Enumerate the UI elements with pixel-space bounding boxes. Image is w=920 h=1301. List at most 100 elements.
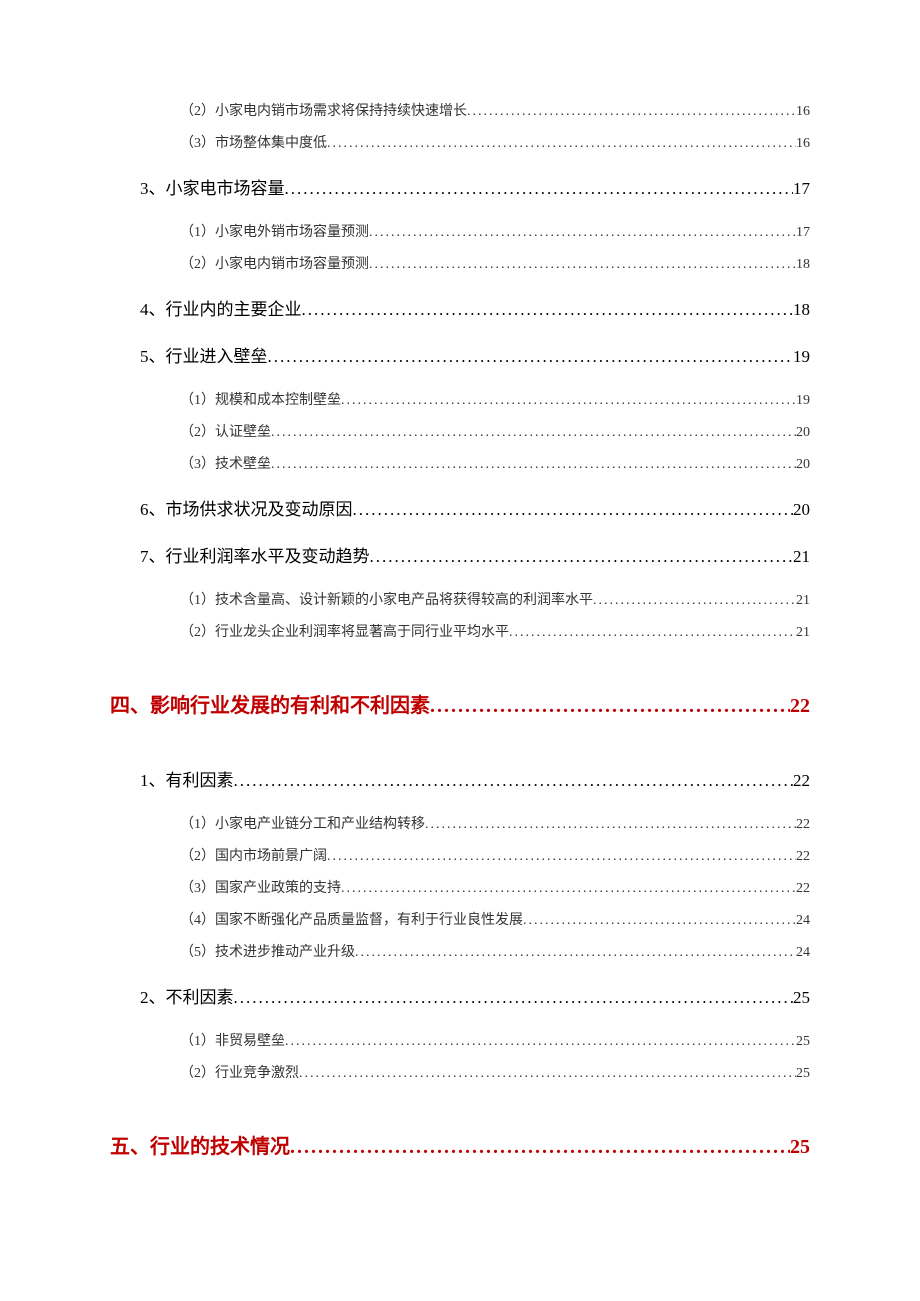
toc-leader-dots [523,913,796,929]
toc-label: 7、行业利润率水平及变动趋势 [140,542,370,567]
toc-label: （2）小家电内销市场需求将保持持续快速增长 [180,100,467,120]
toc-leader-dots [302,300,794,320]
toc-page-number: 25 [790,1136,810,1159]
toc-page-number: 17 [796,225,810,241]
toc-entry: 2、不利因素 25 [140,983,810,1008]
toc-label: （3）国家产业政策的支持 [180,877,341,897]
toc-leader-dots [467,104,796,120]
toc-page-number: 22 [796,881,810,897]
toc-label: 1、有利因素 [140,766,234,791]
toc-label: （1）非贸易壁垒 [180,1030,285,1050]
toc-entry: 7、行业利润率水平及变动趋势 21 [140,542,810,567]
toc-label: （2）行业竞争激烈 [180,1062,299,1082]
toc-page-number: 25 [793,988,810,1008]
toc-page-number: 21 [793,547,810,567]
toc-leader-dots [430,695,790,718]
toc-entry: （2）行业竞争激烈 25 [180,1062,810,1082]
toc-label: 6、市场供求状况及变动原因 [140,495,353,520]
table-of-contents: （2）小家电内销市场需求将保持持续快速增长 16 （3）市场整体集中度低 16 3、小家… [110,100,810,1159]
toc-page-number: 22 [796,817,810,833]
toc-entry: （4）国家不断强化产品质量监督，有利于行业良性发展 24 [180,909,810,929]
toc-entry: （2）小家电内销市场需求将保持持续快速增长 16 [180,100,810,120]
toc-entry: 3、小家电市场容量 17 [140,174,810,199]
toc-page-number: 20 [793,500,810,520]
toc-leader-dots [509,625,796,641]
toc-leader-dots [425,817,796,833]
toc-leader-dots [370,547,794,567]
toc-label: （1）技术含量高、设计新颖的小家电产品将获得较高的利润率水平 [180,589,593,609]
toc-page-number: 16 [796,104,810,120]
toc-entry: （2）认证壁垒 20 [180,421,810,441]
toc-leader-dots [234,988,794,1008]
toc-leader-dots [285,179,794,199]
toc-entry: （2）国内市场前景广阔 22 [180,845,810,865]
toc-leader-dots [355,945,796,961]
toc-leader-dots [341,881,796,897]
toc-page-number: 25 [796,1034,810,1050]
toc-leader-dots [341,393,796,409]
toc-page-number: 21 [796,625,810,641]
toc-page-number: 19 [796,393,810,409]
toc-entry: 1、有利因素 22 [140,766,810,791]
toc-leader-dots [327,849,796,865]
toc-entry: （2）行业龙头企业利润率将显著高于同行业平均水平 21 [180,621,810,641]
toc-label: 3、小家电市场容量 [140,174,285,199]
toc-page-number: 19 [793,347,810,367]
toc-leader-dots [234,771,794,791]
toc-page-number: 25 [796,1066,810,1082]
toc-label: （1）规模和成本控制壁垒 [180,389,341,409]
toc-label: （2）国内市场前景广阔 [180,845,327,865]
toc-leader-dots [369,257,796,273]
toc-label: （4）国家不断强化产品质量监督，有利于行业良性发展 [180,909,523,929]
toc-entry: 5、行业进入壁垒 19 [140,342,810,367]
toc-page-number: 16 [796,136,810,152]
toc-entry: （1）非贸易壁垒 25 [180,1030,810,1050]
toc-entry: 4、行业内的主要企业 18 [140,295,810,320]
toc-label: （3）市场整体集中度低 [180,132,327,152]
toc-entry: （1）小家电产业链分工和产业结构转移 22 [180,813,810,833]
toc-entry: （1）规模和成本控制壁垒 19 [180,389,810,409]
toc-label: （2）认证壁垒 [180,421,271,441]
toc-entry: （5）技术进步推动产业升级 24 [180,941,810,961]
toc-leader-dots [353,500,794,520]
toc-label: （5）技术进步推动产业升级 [180,941,355,961]
toc-page-number: 20 [796,425,810,441]
toc-page-number: 21 [796,593,810,609]
toc-page-number: 18 [796,257,810,273]
toc-entry: （3）国家产业政策的支持 22 [180,877,810,897]
toc-entry: （1）技术含量高、设计新颖的小家电产品将获得较高的利润率水平 21 [180,589,810,609]
toc-label: 5、行业进入壁垒 [140,342,268,367]
toc-label: 四、影响行业发展的有利和不利因素 [110,689,430,718]
toc-label: 五、行业的技术情况 [110,1130,290,1159]
toc-entry: （3）市场整体集中度低 16 [180,132,810,152]
toc-page-number: 22 [796,849,810,865]
toc-label: （2）行业龙头企业利润率将显著高于同行业平均水平 [180,621,509,641]
toc-leader-dots [268,347,794,367]
toc-label: （1）小家电外销市场容量预测 [180,221,369,241]
toc-label: （3）技术壁垒 [180,453,271,473]
toc-page-number: 18 [793,300,810,320]
toc-label: （2）小家电内销市场容量预测 [180,253,369,273]
toc-leader-dots [327,136,796,152]
toc-entry: 6、市场供求状况及变动原因 20 [140,495,810,520]
toc-entry: 四、影响行业发展的有利和不利因素 22 [110,689,810,718]
toc-entry: （2）小家电内销市场容量预测 18 [180,253,810,273]
toc-label: 2、不利因素 [140,983,234,1008]
toc-leader-dots [593,593,796,609]
toc-entry: （3）技术壁垒20 [180,453,810,473]
toc-leader-dots [271,457,796,473]
toc-leader-dots [285,1034,796,1050]
toc-page-number: 17 [793,179,810,199]
toc-leader-dots [271,425,796,441]
toc-label: （1）小家电产业链分工和产业结构转移 [180,813,425,833]
toc-leader-dots [299,1066,796,1082]
toc-page-number: 24 [796,945,810,961]
toc-entry: （1）小家电外销市场容量预测 17 [180,221,810,241]
toc-leader-dots [369,225,796,241]
toc-entry: 五、行业的技术情况 25 [110,1130,810,1159]
toc-page-number: 22 [790,695,810,718]
toc-page-number: 22 [793,771,810,791]
toc-leader-dots [290,1136,790,1159]
toc-label: 4、行业内的主要企业 [140,295,302,320]
toc-page-number: 24 [796,913,810,929]
